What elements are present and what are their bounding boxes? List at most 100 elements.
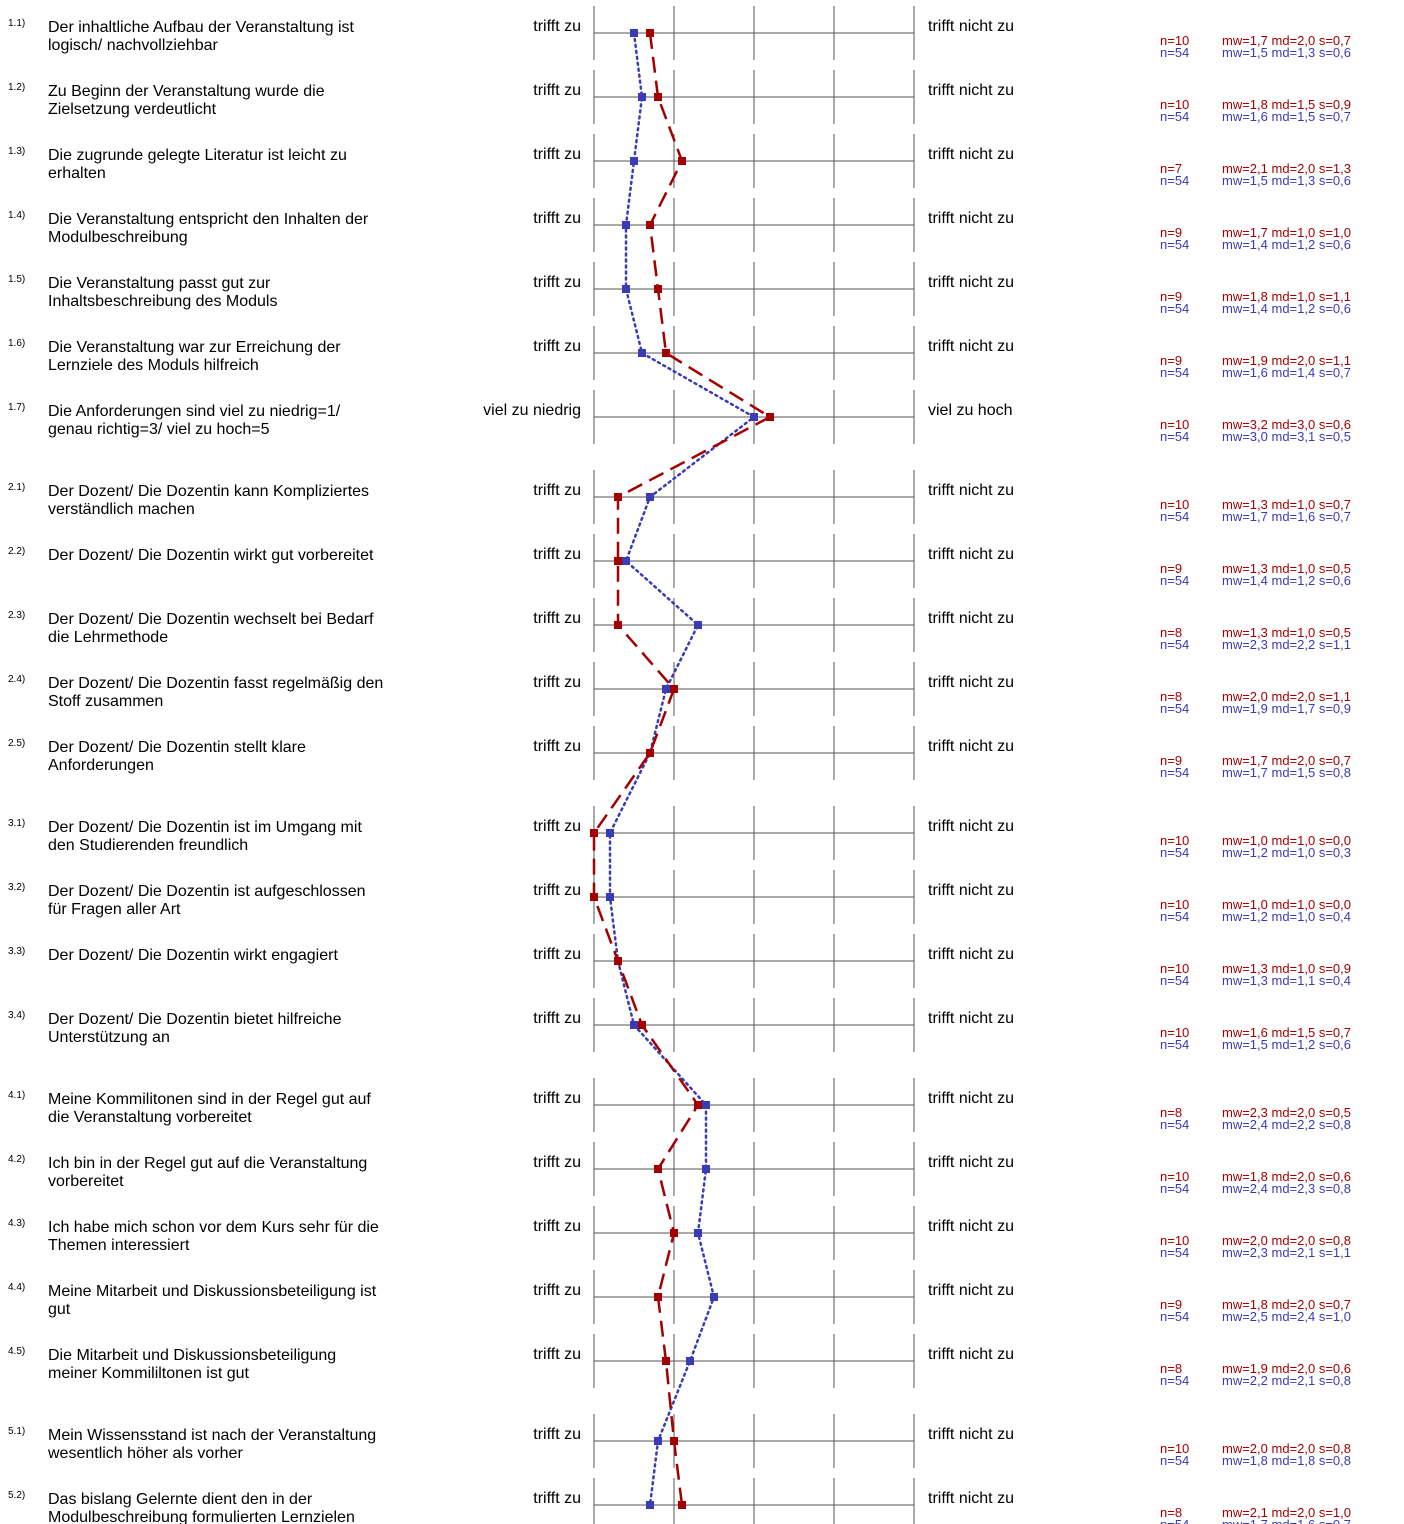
right-pole-label: trifft nicht zu xyxy=(928,1346,1014,1363)
stat-n-b: n=54 xyxy=(1160,1517,1189,1524)
question-text: Zu Beginn der Veranstaltung wurde die xyxy=(48,83,325,100)
stat-n-a: n=8 xyxy=(1160,625,1182,640)
stat-n-b: n=54 xyxy=(1160,45,1189,60)
stat-values-a: mw=1,7 md=1,0 s=1,0 xyxy=(1222,225,1351,240)
right-pole-label: trifft nicht zu xyxy=(928,1010,1014,1027)
question-text: die Veranstaltung vorbereitet xyxy=(48,1109,252,1126)
right-pole-label: trifft nicht zu xyxy=(928,18,1014,35)
series-a-point xyxy=(766,413,774,421)
left-pole-label: trifft zu xyxy=(533,210,581,227)
question-text: Themen interessiert xyxy=(48,1237,190,1254)
left-pole-label: trifft zu xyxy=(533,482,581,499)
right-pole-label: trifft nicht zu xyxy=(928,546,1014,563)
question-text: meiner Kommililtonen ist gut xyxy=(48,1365,250,1382)
stat-values-b: mw=1,2 md=1,0 s=0,4 xyxy=(1222,909,1351,924)
item-number: 3.1) xyxy=(8,818,25,829)
question-text: Meine Mitarbeit und Diskussionsbeteiligu… xyxy=(48,1283,377,1300)
right-pole-label: trifft nicht zu xyxy=(928,1426,1014,1443)
question-text: gut xyxy=(48,1301,71,1318)
left-pole-label: trifft zu xyxy=(533,610,581,627)
stat-n-b: n=54 xyxy=(1160,365,1189,380)
stat-n-a: n=9 xyxy=(1160,753,1182,768)
question-text: Anforderungen xyxy=(48,757,154,774)
stat-values-b: mw=2,3 md=2,2 s=1,1 xyxy=(1222,637,1351,652)
stat-values-a: mw=3,2 md=3,0 s=0,6 xyxy=(1222,417,1351,432)
item-4-5: 4.5) Die Mitarbeit und Diskussionsbeteili… xyxy=(8,1334,1351,1388)
stat-n-a: n=10 xyxy=(1160,33,1189,48)
series-a-point xyxy=(646,29,654,37)
stat-n-b: n=54 xyxy=(1160,429,1189,444)
item-number: 4.5) xyxy=(8,1346,25,1357)
stat-n-b: n=54 xyxy=(1160,573,1189,588)
stat-n-b: n=54 xyxy=(1160,237,1189,252)
right-pole-label: trifft nicht zu xyxy=(928,146,1014,163)
stat-values-b: mw=2,2 md=2,1 s=0,8 xyxy=(1222,1373,1351,1388)
item-number: 1.2) xyxy=(8,82,25,93)
question-text: Stoff zusammen xyxy=(48,693,163,710)
stat-n-a: n=10 xyxy=(1160,417,1189,432)
stat-n-a: n=8 xyxy=(1160,689,1182,704)
item-5-1: 5.1) Mein Wissensstand ist nach der Veran… xyxy=(8,1414,1351,1468)
question-text: Die Veranstaltung war zur Erreichung der xyxy=(48,339,341,356)
right-pole-label: viel zu hoch xyxy=(928,402,1013,419)
series-a-point xyxy=(662,349,670,357)
stat-n-b: n=54 xyxy=(1160,1117,1189,1132)
series-a-point xyxy=(670,1229,678,1237)
stat-n-a: n=10 xyxy=(1160,497,1189,512)
left-pole-label: trifft zu xyxy=(533,338,581,355)
question-text: verständlich machen xyxy=(48,501,195,518)
question-text: Der inhaltliche Aufbau der Veranstaltung… xyxy=(48,19,355,36)
item-4-3: 4.3) Ich habe mich schon vor dem Kurs seh… xyxy=(8,1206,1351,1260)
stat-values-a: mw=1,6 md=1,5 s=0,7 xyxy=(1222,1025,1351,1040)
series-b-point xyxy=(662,685,670,693)
question-text: Der Dozent/ Die Dozentin wirkt gut vorbe… xyxy=(48,547,374,564)
stat-values-a: mw=2,1 md=2,0 s=1,3 xyxy=(1222,161,1351,176)
stat-n-b: n=54 xyxy=(1160,1181,1189,1196)
item-1-2: 1.2) Zu Beginn der Veranstaltung wurde di… xyxy=(8,70,1351,124)
series-a-point xyxy=(614,557,622,565)
stat-n-a: n=10 xyxy=(1160,1025,1189,1040)
series-a-point xyxy=(678,157,686,165)
left-pole-label: trifft zu xyxy=(533,1282,581,1299)
series-a-point xyxy=(670,685,678,693)
right-pole-label: trifft nicht zu xyxy=(928,946,1014,963)
series-b-point xyxy=(646,1501,654,1509)
item-number: 4.4) xyxy=(8,1282,25,1293)
item-number: 3.4) xyxy=(8,1010,25,1021)
series-b-point xyxy=(630,29,638,37)
question-text: wesentlich höher als vorher xyxy=(47,1445,243,1462)
series-b-point xyxy=(638,349,646,357)
stat-values-a: mw=2,0 md=2,0 s=0,8 xyxy=(1222,1233,1351,1248)
stat-n-b: n=54 xyxy=(1160,1245,1189,1260)
series-b-point xyxy=(606,829,614,837)
series-b-point xyxy=(606,893,614,901)
stat-n-a: n=10 xyxy=(1160,1169,1189,1184)
stat-n-b: n=54 xyxy=(1160,701,1189,716)
right-pole-label: trifft nicht zu xyxy=(928,82,1014,99)
question-text: logisch/ nachvollziehbar xyxy=(48,37,219,54)
series-b-point xyxy=(654,1437,662,1445)
question-text: genau richtig=3/ viel zu hoch=5 xyxy=(48,421,270,438)
stat-n-b: n=54 xyxy=(1160,1037,1189,1052)
right-pole-label: trifft nicht zu xyxy=(928,738,1014,755)
left-pole-label: trifft zu xyxy=(533,738,581,755)
series-a-point xyxy=(638,1021,646,1029)
item-number: 4.2) xyxy=(8,1154,25,1165)
stat-values-a: mw=1,7 md=2,0 s=0,7 xyxy=(1222,33,1351,48)
question-text: Der Dozent/ Die Dozentin wirkt engagiert xyxy=(48,947,338,964)
question-text: Die Anforderungen sind viel zu niedrig=1… xyxy=(48,403,341,420)
stat-values-b: mw=1,7 md=1,5 s=0,8 xyxy=(1222,765,1351,780)
stat-n-a: n=10 xyxy=(1160,1441,1189,1456)
question-text: Modulbeschreibung formulierten Lernziele… xyxy=(48,1509,355,1524)
stat-values-b: mw=1,5 md=1,3 s=0,6 xyxy=(1222,45,1351,60)
question-text: Inhaltsbeschreibung des Moduls xyxy=(48,293,277,310)
series-a-point xyxy=(678,1501,686,1509)
stat-n-a: n=9 xyxy=(1160,353,1182,368)
stat-n-a: n=8 xyxy=(1160,1505,1182,1520)
question-text: Der Dozent/ Die Dozentin fasst regelmäßi… xyxy=(48,675,383,692)
stat-values-b: mw=1,9 md=1,7 s=0,9 xyxy=(1222,701,1351,716)
stat-values-b: mw=1,2 md=1,0 s=0,3 xyxy=(1222,845,1351,860)
stat-values-b: mw=1,4 md=1,2 s=0,6 xyxy=(1222,573,1351,588)
series-b-point xyxy=(694,1229,702,1237)
